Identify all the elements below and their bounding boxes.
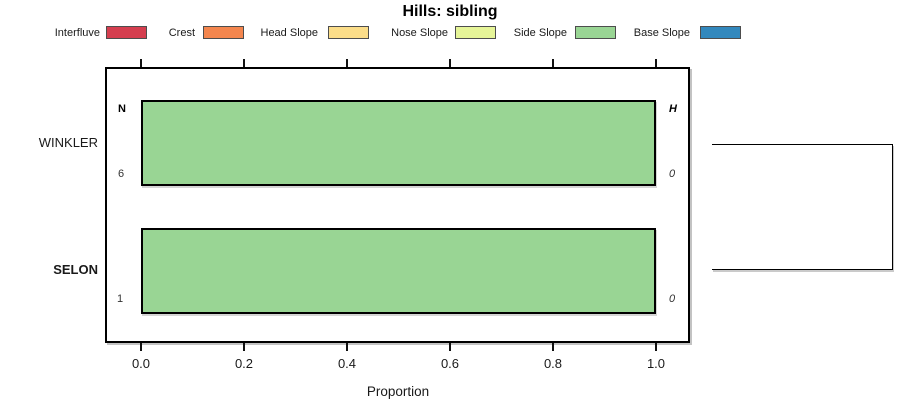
row-label-winkler: WINKLER <box>38 135 98 150</box>
legend-swatch-crest <box>203 26 244 39</box>
bar-selon-side-slope <box>141 228 656 314</box>
h-value-winkler: 0 <box>668 168 676 180</box>
x-tick-label: 0.2 <box>234 356 254 371</box>
x-axis-title: Proportion <box>366 384 430 399</box>
bar-winkler-side-slope <box>141 100 656 186</box>
plot-panel <box>105 67 690 343</box>
h-column-header: H <box>669 103 677 115</box>
x-tick-label: 0.0 <box>131 356 151 371</box>
legend-swatch-base-slope <box>700 26 741 39</box>
row-label-selon: SELON <box>53 262 98 277</box>
legend-swatch-nose-slope <box>455 26 496 39</box>
x-tick-mark <box>655 343 657 351</box>
dendrogram <box>712 144 893 270</box>
x-tick-label: 1.0 <box>646 356 666 371</box>
x-tick-label: 0.4 <box>337 356 357 371</box>
chart-title: Hills: sibling <box>402 3 498 20</box>
legend-label-nose-slope: Nose Slope <box>391 27 448 39</box>
x-tick-mark <box>346 59 348 67</box>
legend-label-side-slope: Side Slope <box>513 27 567 39</box>
x-tick-mark <box>243 343 245 351</box>
x-tick-mark <box>449 59 451 67</box>
x-tick-mark <box>655 59 657 67</box>
legend-swatch-interfluve <box>106 26 147 39</box>
x-tick-mark <box>140 59 142 67</box>
legend-swatch-side-slope <box>575 26 616 39</box>
n-column-header: N <box>118 103 126 115</box>
x-tick-mark <box>140 343 142 351</box>
x-tick-mark <box>243 59 245 67</box>
legend-swatch-head-slope <box>328 26 369 39</box>
legend-label-base-slope: Base Slope <box>633 27 690 39</box>
x-tick-label: 0.8 <box>543 356 563 371</box>
x-tick-mark <box>552 343 554 351</box>
n-value-selon: 1 <box>116 293 124 305</box>
h-value-selon: 0 <box>668 293 676 305</box>
n-value-winkler: 6 <box>117 168 125 180</box>
x-tick-mark <box>449 343 451 351</box>
x-tick-mark <box>346 343 348 351</box>
legend-label-interfluve: Interfluve <box>54 27 100 39</box>
legend-label-head-slope: Head Slope <box>260 27 319 39</box>
x-tick-label: 0.6 <box>440 356 460 371</box>
legend-label-crest: Crest <box>168 27 195 39</box>
x-tick-mark <box>552 59 554 67</box>
